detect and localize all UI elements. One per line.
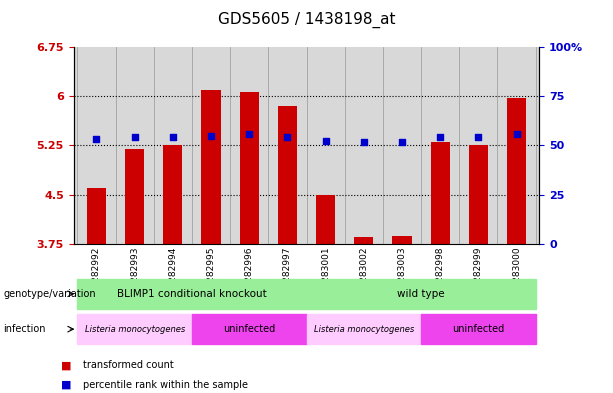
Bar	[507, 98, 526, 244]
Point	[321, 138, 330, 144]
Point	[512, 131, 522, 138]
Point	[130, 134, 140, 140]
Point	[473, 134, 483, 140]
Bar	[87, 188, 106, 244]
Bar	[392, 236, 411, 244]
Text: ■: ■	[61, 360, 72, 371]
Bar	[125, 149, 144, 244]
Text: uninfected: uninfected	[452, 324, 504, 334]
Text: BLIMP1 conditional knockout: BLIMP1 conditional knockout	[117, 289, 267, 299]
Bar	[202, 90, 221, 244]
Text: Listeria monocytogenes: Listeria monocytogenes	[314, 325, 414, 334]
Bar	[278, 106, 297, 244]
Bar	[163, 145, 183, 244]
Bar	[354, 237, 373, 244]
Bar	[240, 92, 259, 244]
Text: genotype/variation: genotype/variation	[3, 289, 96, 299]
Point	[91, 136, 101, 142]
Text: GDS5605 / 1438198_at: GDS5605 / 1438198_at	[218, 12, 395, 28]
Point	[245, 131, 254, 138]
Bar	[430, 142, 450, 244]
Point	[206, 132, 216, 139]
Bar	[316, 195, 335, 244]
Point	[359, 139, 368, 145]
Text: Listeria monocytogenes: Listeria monocytogenes	[85, 325, 185, 334]
Point	[435, 134, 445, 140]
Text: infection: infection	[3, 324, 45, 334]
Text: percentile rank within the sample: percentile rank within the sample	[83, 380, 248, 390]
Text: uninfected: uninfected	[223, 324, 275, 334]
Text: wild type: wild type	[397, 289, 445, 299]
Text: transformed count: transformed count	[83, 360, 173, 371]
Point	[283, 134, 292, 140]
Point	[168, 134, 178, 140]
Point	[397, 139, 407, 145]
Text: ■: ■	[61, 380, 72, 390]
Bar	[469, 145, 488, 244]
